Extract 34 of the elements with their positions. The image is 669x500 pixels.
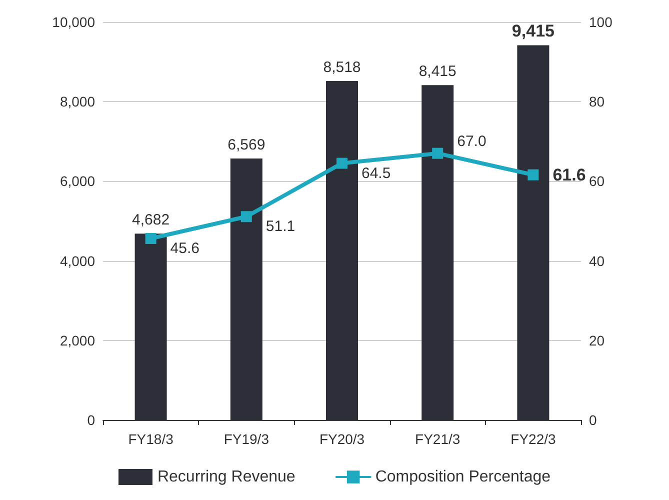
data-label: 8,415 bbox=[418, 63, 456, 80]
data-label: 61.6 bbox=[552, 165, 586, 184]
y-tick-label: 4,000 bbox=[60, 252, 96, 269]
x-tick-label: FY22/3 bbox=[510, 431, 556, 447]
point bbox=[432, 148, 444, 159]
x-tick-label: FY21/3 bbox=[415, 431, 460, 447]
x-tick-label: FY19/3 bbox=[224, 431, 270, 447]
data-label: 6,569 bbox=[228, 136, 266, 154]
data-label: 45.6 bbox=[170, 240, 200, 258]
x-tick-label: FY18/3 bbox=[128, 431, 174, 447]
point bbox=[240, 211, 252, 222]
y2-tick-label: 60 bbox=[589, 173, 605, 190]
y-tick-label: 2,000 bbox=[60, 332, 96, 348]
data-label: 64.5 bbox=[362, 164, 391, 182]
point bbox=[528, 169, 539, 180]
data-label: 51.1 bbox=[266, 218, 296, 236]
y-tick-label: 8,000 bbox=[60, 94, 96, 110]
point bbox=[336, 158, 348, 169]
data-label: 67.0 bbox=[457, 132, 486, 150]
y-tick-label: 0 bbox=[87, 412, 96, 428]
y-tick-label: 6,000 bbox=[60, 173, 96, 190]
y2-tick-label: 20 bbox=[589, 332, 605, 348]
x-tick-label: FY20/3 bbox=[319, 431, 365, 447]
data-label: 9,415 bbox=[512, 21, 554, 40]
legend-label: Recurring Revenue bbox=[157, 468, 296, 486]
legend-label: Composition Percentage bbox=[375, 468, 551, 486]
y2-tick-label: 100 bbox=[589, 14, 613, 30]
point bbox=[145, 233, 156, 244]
y2-tick-label: 80 bbox=[589, 94, 605, 110]
data-label: 4,682 bbox=[132, 212, 170, 229]
y-tick-label: 10,000 bbox=[52, 14, 96, 30]
y2-tick-label: 0 bbox=[589, 412, 597, 428]
data-label: 8,518 bbox=[323, 58, 361, 76]
y2-tick-label: 40 bbox=[589, 252, 605, 269]
